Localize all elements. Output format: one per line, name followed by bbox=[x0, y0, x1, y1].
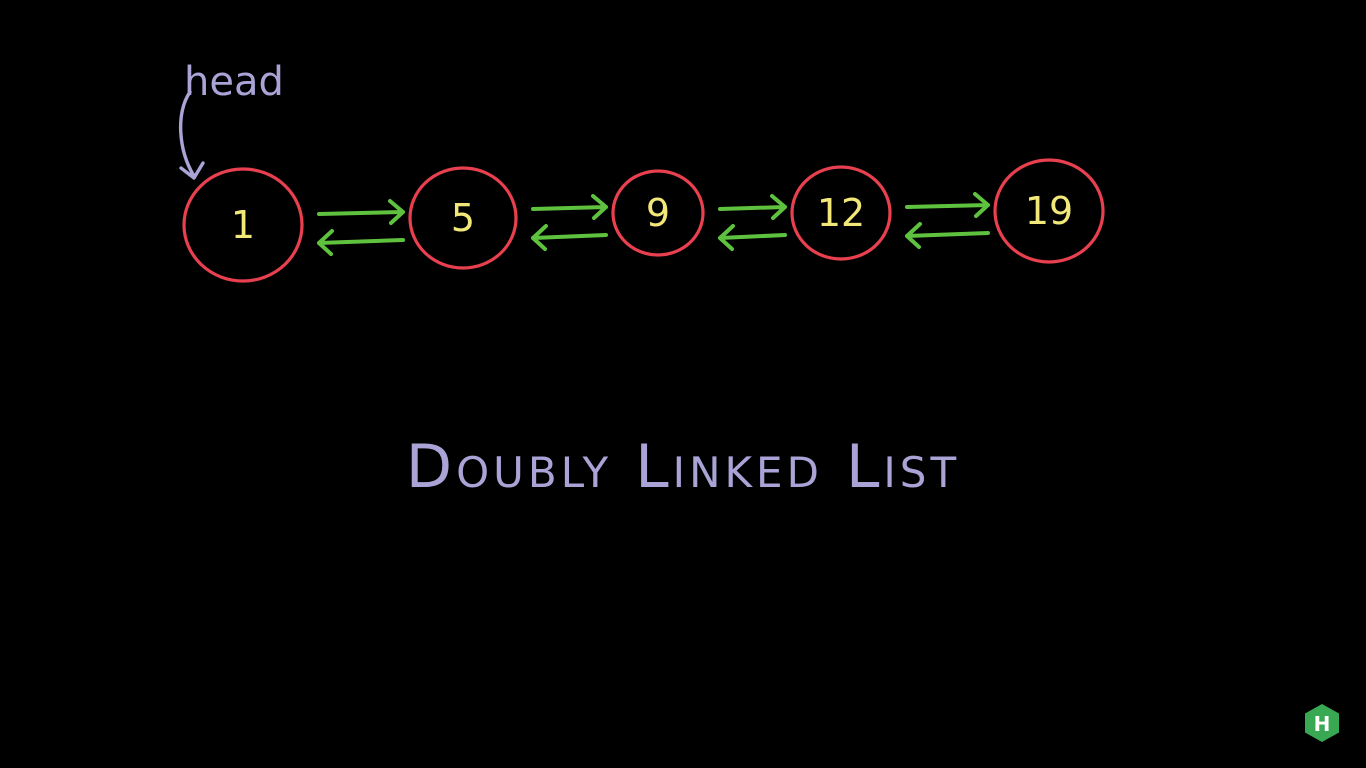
node-value: 9 bbox=[646, 191, 670, 235]
list-node: 12 bbox=[790, 165, 892, 261]
node-circle bbox=[408, 166, 518, 270]
next-pointer-arrow-icon bbox=[317, 199, 405, 225]
prev-pointer-arrow-icon bbox=[317, 229, 405, 256]
bidirectional-arrow-icon bbox=[317, 199, 405, 256]
bidirectional-arrow-icon bbox=[905, 192, 990, 249]
head-label: head bbox=[184, 59, 284, 105]
hexagon-logo-icon bbox=[1305, 704, 1339, 742]
node-circle bbox=[611, 169, 705, 257]
node-circle bbox=[790, 165, 892, 261]
list-node: 5 bbox=[408, 166, 518, 270]
diagram-title: Doubly Linked List bbox=[405, 432, 961, 502]
node-value: 1 bbox=[231, 203, 255, 247]
brand-letter: H bbox=[1314, 712, 1331, 736]
bidirectional-arrow-icon bbox=[531, 194, 608, 251]
next-pointer-arrow-icon bbox=[905, 192, 990, 218]
node-circle bbox=[182, 167, 304, 283]
list-node: 9 bbox=[611, 169, 705, 257]
node-circle bbox=[993, 158, 1105, 264]
list-node: 1 bbox=[182, 167, 304, 283]
node-value: 12 bbox=[817, 191, 865, 235]
node-value: 19 bbox=[1025, 189, 1073, 233]
node-links bbox=[317, 192, 990, 256]
prev-pointer-arrow-icon bbox=[531, 224, 608, 251]
list-node: 19 bbox=[993, 158, 1105, 264]
prev-pointer-arrow-icon bbox=[905, 222, 990, 249]
prev-pointer-arrow-icon bbox=[718, 224, 787, 251]
node-list: 1 5 9 12 19 bbox=[182, 158, 1105, 283]
bidirectional-arrow-icon bbox=[718, 194, 787, 251]
head-pointer-arrow-icon bbox=[179, 90, 205, 180]
next-pointer-arrow-icon bbox=[531, 194, 608, 220]
node-value: 5 bbox=[451, 196, 475, 240]
brand-logo: H bbox=[1302, 703, 1342, 743]
next-pointer-arrow-icon bbox=[718, 194, 787, 220]
